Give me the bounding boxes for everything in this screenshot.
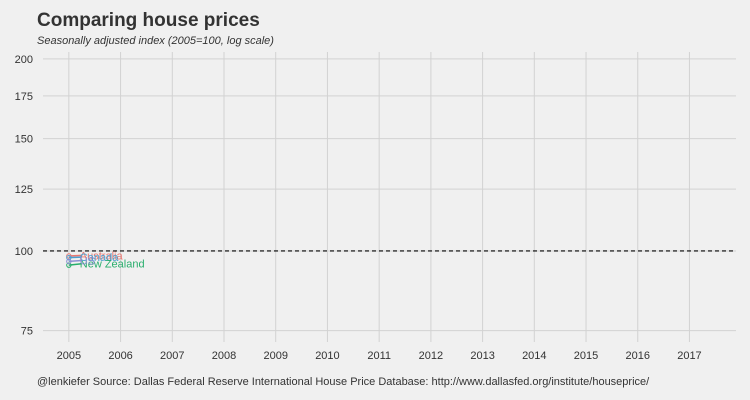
- x-tick-label: 2011: [367, 350, 391, 362]
- x-tick-label: 2010: [315, 350, 339, 362]
- x-tick-label: 2012: [419, 350, 443, 362]
- chart-caption: @lenkiefer Source: Dallas Federal Reserv…: [37, 376, 650, 388]
- series-label: New Zealand: [80, 259, 145, 271]
- x-tick-label: 2006: [108, 350, 132, 362]
- series-point: [66, 253, 72, 259]
- grid-lines: [43, 52, 736, 342]
- x-tick-label: 2008: [212, 350, 236, 362]
- x-tick-label: 2013: [470, 350, 494, 362]
- y-tick-label: 100: [15, 246, 33, 258]
- chart-title: Comparing house prices: [37, 10, 260, 31]
- x-tick-label: 2017: [677, 350, 701, 362]
- x-tick-label: 2007: [160, 350, 184, 362]
- chart-subtitle: Seasonally adjusted index (2005=100, log…: [37, 35, 274, 47]
- series-label: Canada: [80, 252, 119, 264]
- x-tick-label: 2015: [574, 350, 598, 362]
- series-label: US: [80, 256, 95, 268]
- series-point: [66, 262, 72, 268]
- x-tick-label: 2016: [625, 350, 649, 362]
- x-tick-label: 2014: [522, 350, 546, 362]
- series-label: Australia: [80, 250, 124, 262]
- y-tick-label: 175: [15, 91, 33, 103]
- y-tick-label: 75: [21, 326, 33, 338]
- y-tick-label: 150: [15, 134, 33, 146]
- x-tick-label: 2009: [263, 350, 287, 362]
- series-point: [66, 254, 72, 261]
- y-tick-label: 200: [15, 54, 33, 66]
- x-tick-label: 2005: [57, 350, 81, 362]
- series-point: [66, 258, 72, 265]
- y-tick-label: 125: [15, 184, 33, 196]
- tick-labels: 2005 2006 2007 2008 2009 2010 2011 2012 2013 2014…: [15, 54, 702, 362]
